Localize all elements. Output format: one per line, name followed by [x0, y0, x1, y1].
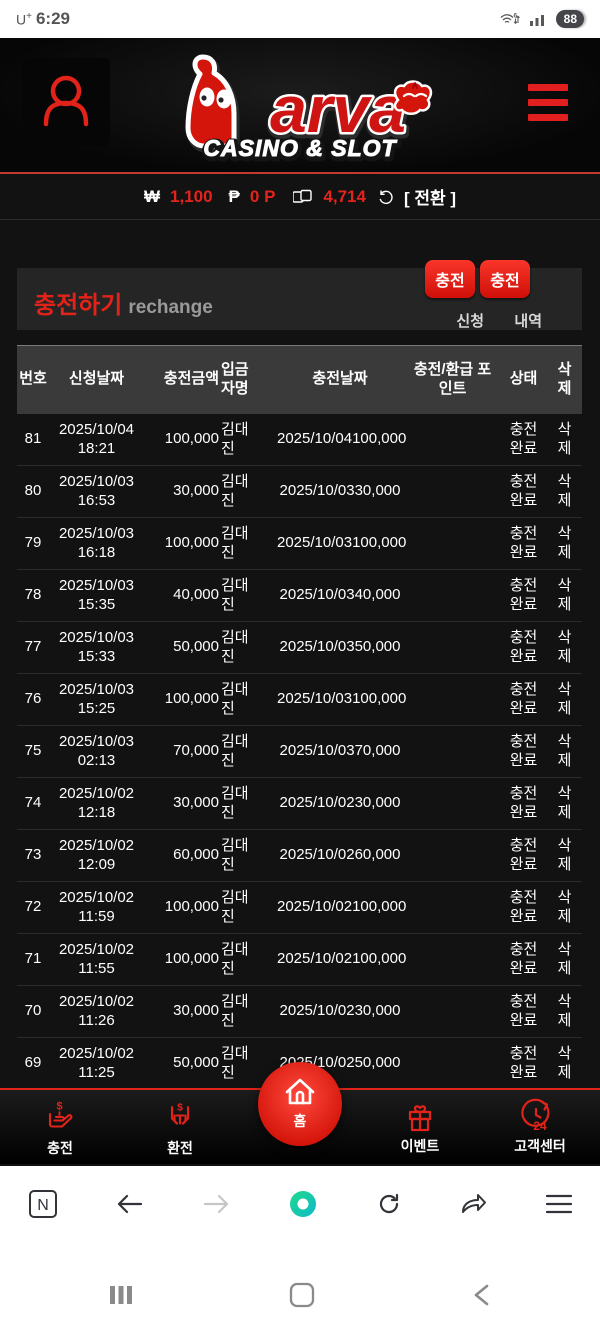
svg-text:$: $ [56, 1101, 62, 1113]
svg-text:6: 6 [513, 12, 517, 19]
svg-text:N: N [37, 1197, 49, 1214]
svg-text:$: $ [177, 1102, 183, 1114]
svg-text:24: 24 [533, 1119, 547, 1133]
svg-text:CASINO & SLOT: CASINO & SLOT [203, 135, 397, 161]
